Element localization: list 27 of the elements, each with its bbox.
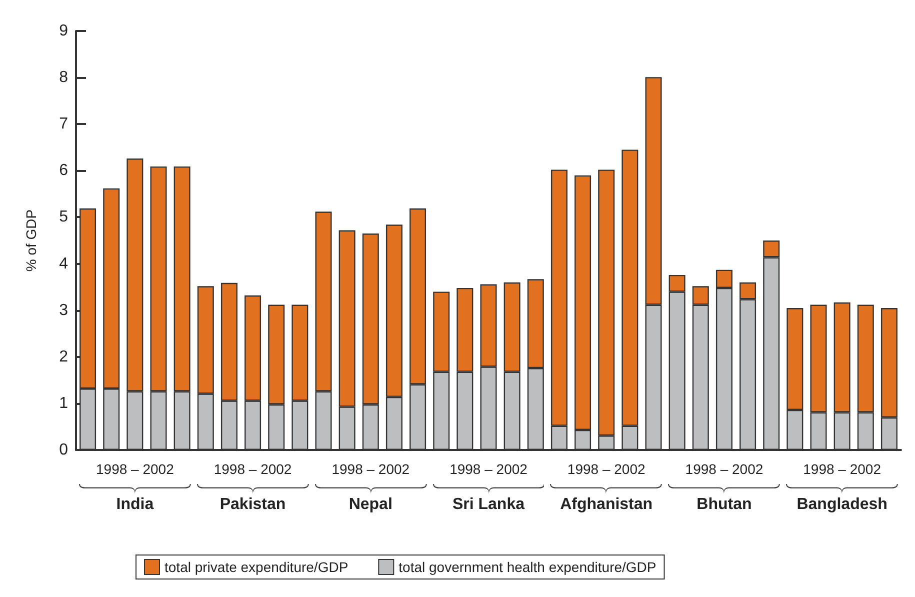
x-tick-label: 1998 – 2002: [567, 461, 646, 477]
text: India: [115, 496, 155, 514]
y-tick-label: 3: [59, 302, 68, 319]
x-tick-label: 1998 – 2002: [214, 461, 292, 477]
y-axis-title: % of GDP: [23, 209, 39, 272]
y-tick-label: 1: [59, 394, 68, 412]
legend-label: total private expenditure/GDP: [164, 559, 348, 575]
x-tick-label: 1998 – 2002: [96, 461, 174, 477]
text: Bhutan: [696, 496, 753, 514]
y-tick-label: 0: [59, 442, 68, 458]
y-tick-label: 9: [59, 22, 68, 40]
x-tick-label: 1998 – 2002: [332, 461, 410, 477]
y-tick-label: 2: [59, 348, 68, 366]
text: Sri Lanka: [451, 496, 526, 514]
x-tick-label: 1998 – 2002: [685, 461, 764, 477]
x-tick-label: 1998 – 2002: [803, 461, 882, 477]
text: Bangladesh: [796, 496, 888, 514]
text: Pakistan: [218, 496, 287, 514]
y-tick-label: 8: [59, 69, 68, 86]
y-tick-label: 5: [59, 208, 68, 226]
y-tick-label: 4: [59, 255, 68, 272]
y-tick-label: 6: [59, 162, 68, 180]
text: Nepal: [348, 496, 394, 514]
x-tick-label: 1998 – 2002: [450, 461, 528, 477]
legend-label: total government health expenditure/GDP: [398, 559, 656, 575]
y-tick-label: 7: [59, 116, 68, 133]
text: Afghanistan: [559, 496, 654, 514]
